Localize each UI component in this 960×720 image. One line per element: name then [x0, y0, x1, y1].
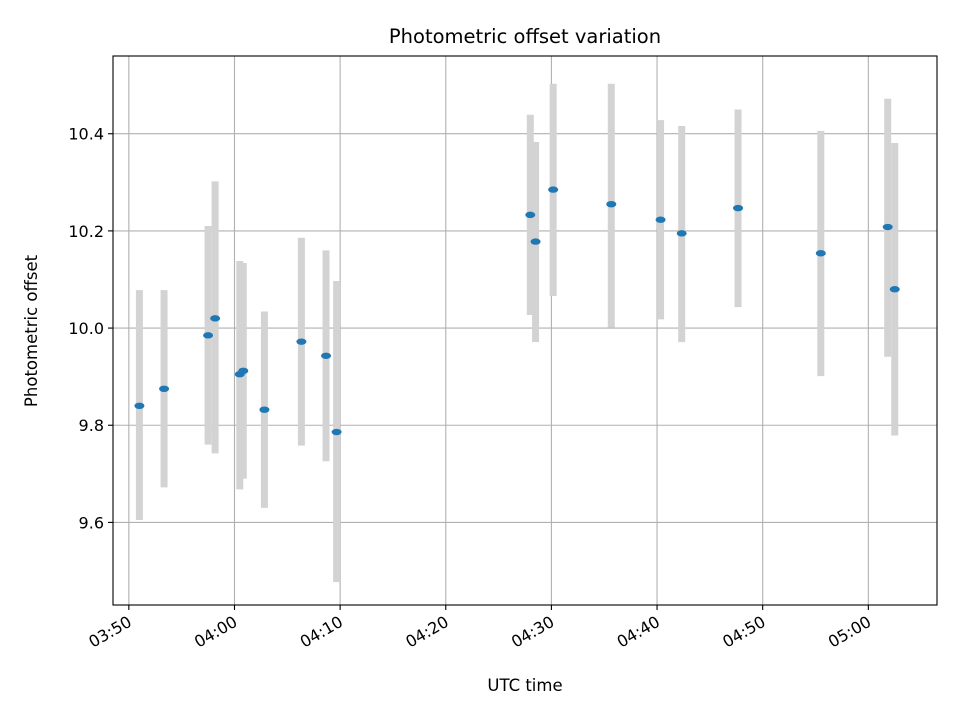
data-point [815, 250, 826, 257]
plot-background [113, 56, 937, 605]
y-tick-label: 9.6 [79, 513, 104, 532]
y-tick-label: 9.8 [79, 416, 104, 435]
y-tick-label: 10.2 [68, 222, 104, 241]
y-axis: 9.6 9.8 10.0 10.2 10.4 [68, 125, 113, 532]
plot-frame [112, 55, 938, 606]
data-point [259, 406, 270, 413]
data-point [882, 223, 893, 231]
data-point [889, 286, 900, 293]
y-tick-label: 10.4 [68, 125, 104, 144]
x-axis-label: UTC time [487, 676, 562, 695]
data-point [134, 402, 145, 410]
data-point [210, 315, 221, 322]
data-point [296, 338, 307, 345]
y-tick-label: 10.0 [68, 319, 104, 338]
data-point [321, 352, 332, 359]
data-points [134, 186, 900, 436]
data-point [203, 332, 214, 339]
y-axis-label: Photometric offset [22, 254, 41, 407]
data-point [676, 230, 687, 237]
data-point [525, 211, 536, 219]
data-point [606, 200, 617, 208]
plot-area [112, 55, 938, 606]
chart-title: Photometric offset variation [389, 25, 661, 48]
data-point [548, 186, 559, 193]
data-point [530, 238, 541, 245]
data-point [238, 367, 249, 375]
data-point [655, 216, 666, 223]
data-point [159, 385, 170, 393]
data-point [331, 428, 342, 436]
data-point [733, 204, 744, 212]
